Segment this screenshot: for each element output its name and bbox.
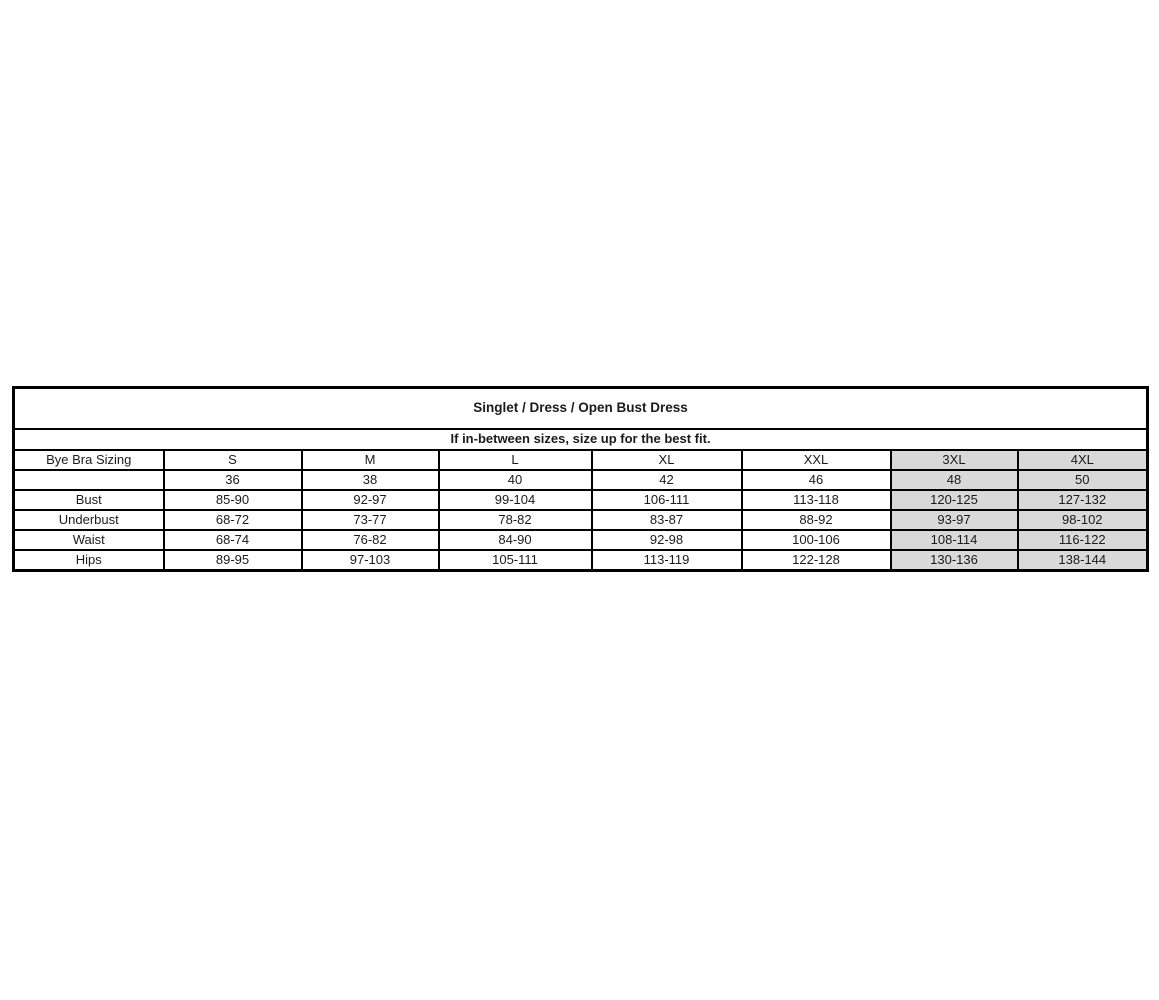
- measurement-cell: 83-87: [590, 508, 743, 531]
- measurement-cell: 92-97: [300, 488, 440, 511]
- measurement-cell: 99-104: [437, 488, 593, 511]
- eu-size-cell: 40: [437, 468, 593, 491]
- size-chart-table: Singlet / Dress / Open Bust Dress If in-…: [12, 386, 1150, 572]
- measurement-cell: 68-74: [162, 528, 303, 551]
- measurement-cell: 89-95: [162, 548, 303, 571]
- measurement-cell: 93-97: [889, 508, 1019, 531]
- measurement-cell: 97-103: [300, 548, 440, 571]
- measurement-cell: 78-82: [437, 508, 593, 531]
- measurement-cell: 98-102: [1016, 508, 1149, 531]
- size-label-s: S: [162, 448, 303, 471]
- measurement-cell: 106-111: [590, 488, 743, 511]
- eu-size-row: 36 38 40 42 46 48 50: [12, 468, 1149, 491]
- eu-size-cell: 38: [300, 468, 440, 491]
- size-label-4xl: 4XL: [1016, 448, 1149, 471]
- measurement-cell: 116-122: [1016, 528, 1149, 551]
- size-label-l: L: [437, 448, 593, 471]
- size-header-row: Bye Bra Sizing S M L XL XXL 3XL 4XL: [12, 448, 1149, 471]
- measurement-cell: 92-98: [590, 528, 743, 551]
- eu-size-cell: 50: [1016, 468, 1149, 491]
- measurement-cell: 84-90: [437, 528, 593, 551]
- title-row: Singlet / Dress / Open Bust Dress: [12, 386, 1149, 430]
- measurement-cell: 68-72: [162, 508, 303, 531]
- measurement-cell: 130-136: [889, 548, 1019, 571]
- measurement-cell: 76-82: [300, 528, 440, 551]
- measurement-cell: 105-111: [437, 548, 593, 571]
- measurement-cell: 113-118: [740, 488, 892, 511]
- note-row: If in-between sizes, size up for the bes…: [12, 427, 1149, 451]
- hips-row: Hips 89-95 97-103 105-111 113-119 122-12…: [12, 548, 1149, 571]
- table-note: If in-between sizes, size up for the bes…: [12, 427, 1149, 451]
- size-label-3xl: 3XL: [889, 448, 1019, 471]
- row-label: Bust: [12, 488, 165, 511]
- row-label: Hips: [12, 548, 165, 571]
- row-label: Underbust: [12, 508, 165, 531]
- eu-size-empty-cell: [12, 468, 165, 491]
- eu-size-cell: 48: [889, 468, 1019, 491]
- underbust-row: Underbust 68-72 73-77 78-82 83-87 88-92 …: [12, 508, 1149, 531]
- measurement-cell: 122-128: [740, 548, 892, 571]
- measurement-cell: 127-132: [1016, 488, 1149, 511]
- eu-size-cell: 36: [162, 468, 303, 491]
- eu-size-cell: 42: [590, 468, 743, 491]
- table-title: Singlet / Dress / Open Bust Dress: [12, 386, 1149, 430]
- measurement-cell: 85-90: [162, 488, 303, 511]
- size-label-xl: XL: [590, 448, 743, 471]
- waist-row: Waist 68-74 76-82 84-90 92-98 100-106 10…: [12, 528, 1149, 551]
- size-label-xxl: XXL: [740, 448, 892, 471]
- measurement-cell: 88-92: [740, 508, 892, 531]
- measurement-cell: 138-144: [1016, 548, 1149, 571]
- measurement-cell: 73-77: [300, 508, 440, 531]
- measurement-cell: 120-125: [889, 488, 1019, 511]
- size-label-m: M: [300, 448, 440, 471]
- eu-size-cell: 46: [740, 468, 892, 491]
- corner-label-cell: Bye Bra Sizing: [12, 448, 165, 471]
- measurement-cell: 100-106: [740, 528, 892, 551]
- row-label: Waist: [12, 528, 165, 551]
- measurement-cell: 113-119: [590, 548, 743, 571]
- measurement-cell: 108-114: [889, 528, 1019, 551]
- bust-row: Bust 85-90 92-97 99-104 106-111 113-118 …: [12, 488, 1149, 511]
